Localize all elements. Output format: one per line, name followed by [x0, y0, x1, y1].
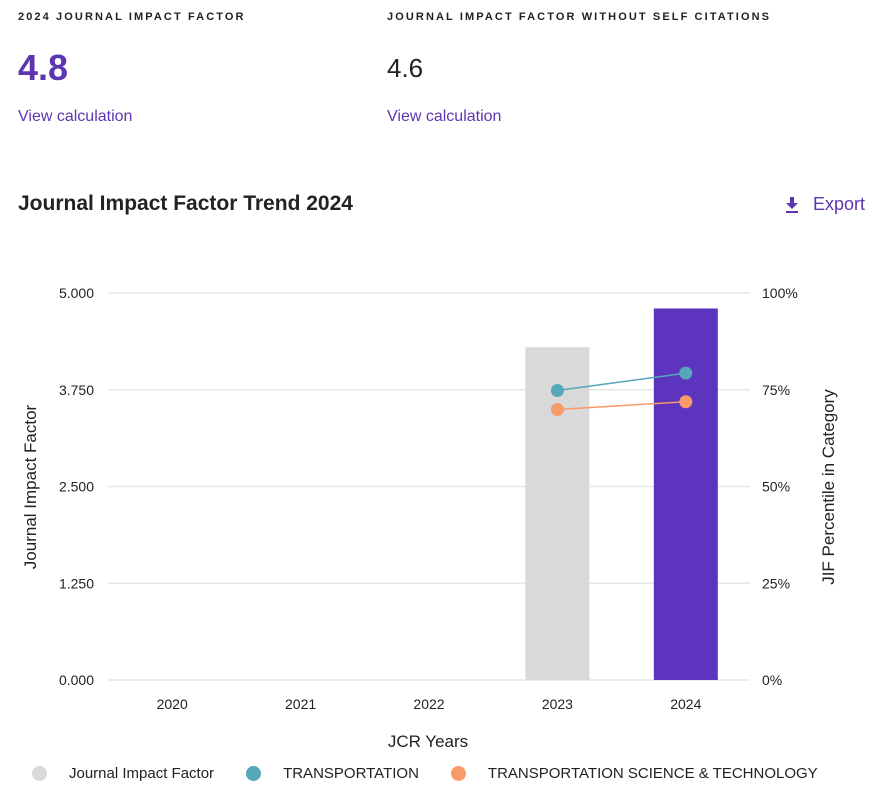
legend-item-transportation[interactable]: TRANSPORTATION — [246, 765, 419, 782]
bar-2024 — [653, 308, 718, 680]
metric-value: 4.6 — [387, 53, 424, 83]
legend-label: Journal Impact Factor — [69, 765, 215, 782]
y2-tick-label: 50% — [762, 479, 790, 495]
metric-label: 2024 JOURNAL IMPACT FACTOR — [18, 11, 246, 23]
y-tick-label: 5.000 — [59, 285, 94, 301]
bar-2023 — [525, 347, 590, 680]
data-point — [679, 366, 693, 380]
data-point — [550, 384, 564, 398]
series-transportation-science-technology — [550, 395, 693, 416]
legend: Journal Impact Factor TRANSPORTATION TRA… — [32, 765, 850, 782]
y-axis-title: Journal Impact Factor — [21, 404, 40, 569]
y2-tick-label: 75% — [762, 382, 790, 398]
y2-tick-label: 25% — [762, 575, 790, 591]
series-transportation — [550, 366, 693, 398]
legend-label: TRANSPORTATION — [283, 765, 419, 782]
x-tick-label: 2023 — [542, 696, 573, 712]
export-label: Export — [812, 194, 865, 214]
metric-value: 4.8 — [18, 47, 69, 88]
legend-label: TRANSPORTATION SCIENCE & TECHNOLOGY — [487, 765, 818, 782]
metric-label: JOURNAL IMPACT FACTOR WITHOUT SELF CITAT… — [387, 11, 772, 23]
y2-axis-title: JIF Percentile in Category — [819, 389, 838, 585]
series-lines — [550, 366, 693, 416]
gridlines — [108, 292, 750, 681]
download-icon — [785, 196, 799, 213]
right-axis-ticks: 0% 25% 50% 75% 100% — [762, 285, 798, 688]
data-point — [679, 395, 693, 409]
export-button[interactable]: Export — [785, 194, 865, 215]
y-tick-label: 1.250 — [59, 575, 94, 591]
legend-dot — [32, 766, 47, 781]
series-line — [557, 400, 686, 411]
bars — [525, 308, 718, 680]
x-tick-label: 2020 — [157, 696, 188, 712]
view-calculation-link[interactable]: View calculation — [18, 108, 133, 125]
y-tick-label: 0.000 — [59, 672, 94, 688]
x-tick-label: 2022 — [413, 696, 444, 712]
y-tick-label: 2.500 — [59, 479, 94, 495]
data-point — [550, 402, 564, 416]
x-axis-ticks: 2020 2021 2022 2023 2024 — [157, 696, 702, 712]
x-axis-title: JCR Years — [388, 732, 468, 751]
left-axis-ticks: 0.000 1.250 2.500 3.750 5.000 — [59, 285, 94, 688]
chart-title: Journal Impact Factor Trend 2024 — [18, 192, 353, 215]
y2-tick-label: 0% — [762, 672, 782, 688]
view-calculation-link[interactable]: View calculation — [387, 108, 502, 125]
legend-dot — [450, 766, 466, 781]
x-tick-label: 2021 — [285, 696, 316, 712]
legend-item-jif[interactable]: Journal Impact Factor — [32, 765, 214, 782]
y-tick-label: 3.750 — [59, 382, 94, 398]
y2-tick-label: 100% — [762, 285, 798, 301]
series-line — [557, 372, 686, 392]
legend-item-transportation-sci-tech[interactable]: TRANSPORTATION SCIENCE & TECHNOLOGY — [450, 765, 818, 782]
legend-dot — [246, 766, 262, 781]
x-tick-label: 2024 — [670, 696, 701, 712]
